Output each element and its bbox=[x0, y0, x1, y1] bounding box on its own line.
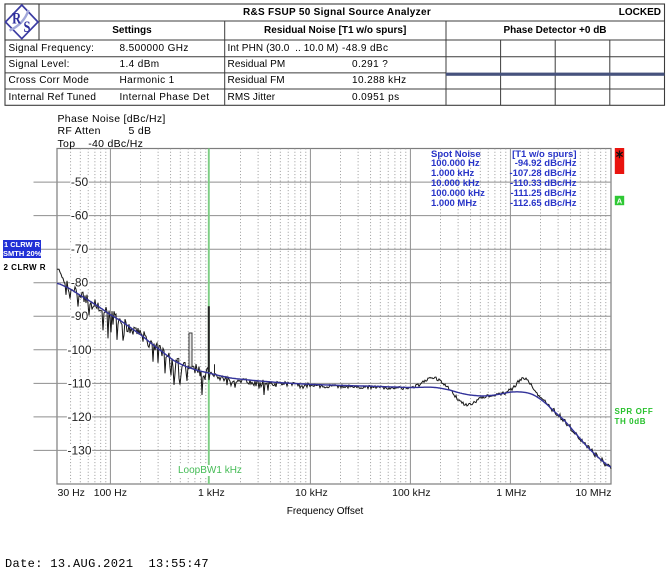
svg-text:-110: -110 bbox=[68, 376, 91, 390]
svg-text:100 kHz: 100 kHz bbox=[392, 487, 431, 499]
svg-text:R: R bbox=[12, 10, 22, 28]
svg-text:-90: -90 bbox=[71, 309, 89, 323]
svg-text:S: S bbox=[24, 18, 31, 36]
svg-text:-80: -80 bbox=[71, 276, 89, 290]
svg-text:100 Hz: 100 Hz bbox=[94, 487, 127, 499]
svg-text:10 kHz: 10 kHz bbox=[295, 487, 328, 499]
svg-text:-120: -120 bbox=[67, 410, 91, 424]
svg-text:A: A bbox=[617, 196, 623, 205]
svg-text:-70: -70 bbox=[71, 242, 89, 256]
svg-text:10 MHz: 10 MHz bbox=[575, 487, 611, 499]
svg-text:1 kHz: 1 kHz bbox=[198, 487, 225, 499]
svg-text:1 MHz: 1 MHz bbox=[496, 487, 526, 499]
svg-text:-100: -100 bbox=[67, 343, 91, 357]
svg-text:-50: -50 bbox=[71, 175, 89, 189]
svg-text:30 Hz: 30 Hz bbox=[58, 487, 85, 499]
svg-text:-130: -130 bbox=[67, 443, 91, 457]
svg-text:-60: -60 bbox=[71, 209, 89, 223]
